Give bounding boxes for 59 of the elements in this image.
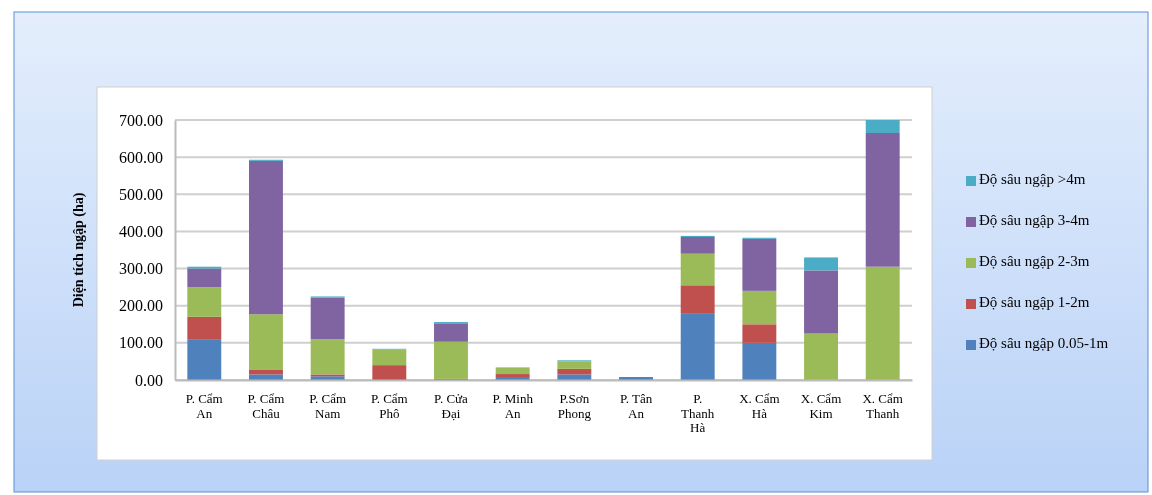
y-tick-label: 400.00 [119, 223, 163, 241]
bar [680, 253, 715, 286]
legend-label: Độ sâu ngập 3-4m [979, 212, 1090, 228]
x-tick-label: P. Minh An [492, 391, 534, 421]
legend-label: Độ sâu ngập >4m [979, 171, 1086, 187]
bar [495, 367, 530, 375]
bar [310, 297, 345, 340]
bar [434, 341, 468, 379]
bar [742, 342, 777, 380]
bar [372, 365, 407, 380]
bar [187, 339, 222, 380]
bar [742, 238, 777, 291]
x-tick-label: P.Sơn Phong [557, 391, 592, 421]
bar [619, 377, 653, 380]
bar [865, 120, 900, 133]
x-tick-label: X. Cẩm Thanh [862, 391, 903, 421]
y-tick-label: 100.00 [119, 334, 163, 352]
legend-label: Độ sâu ngập 2-3m [979, 253, 1090, 269]
bar [249, 160, 283, 315]
bar [310, 339, 345, 375]
y-tick-label: 200.00 [119, 297, 163, 315]
bar [742, 290, 777, 325]
x-tick-label: X. Cẩm Kim [800, 391, 842, 421]
bar [434, 323, 468, 342]
x-tick-label: P. Cẩm Nam [309, 391, 347, 421]
x-tick-label: X. Cẩm Hà [739, 391, 780, 421]
legend-label: Độ sâu ngập 1-2m [979, 294, 1090, 310]
y-tick-label: 0.00 [135, 371, 163, 389]
bar [372, 349, 407, 366]
x-tick-label: P. Cẩm An [185, 391, 223, 421]
bar [680, 285, 715, 314]
x-tick-label: P. Cẩm Châu [247, 391, 285, 421]
bar [557, 368, 592, 375]
x-tick-label: P. Tân An [619, 391, 653, 421]
bar [187, 268, 222, 288]
bar [742, 324, 777, 343]
bar [249, 369, 283, 375]
bar [804, 270, 838, 334]
y-tick-label: 500.00 [119, 185, 163, 203]
bar [865, 133, 900, 267]
bar [557, 374, 592, 380]
bar [187, 316, 222, 340]
y-tick-label: 700.00 [119, 111, 163, 129]
y-axis-title: Diện tích ngập (ha) [71, 192, 87, 308]
bar [249, 314, 283, 370]
bar [865, 266, 900, 380]
bar [680, 313, 715, 380]
bar [804, 333, 838, 380]
x-tick-label: P. Thanh Hà [681, 391, 715, 435]
y-tick-label: 600.00 [119, 148, 163, 166]
bar [680, 237, 715, 254]
legend-label: Độ sâu ngập 0.05-1m [979, 335, 1109, 351]
bar [804, 257, 838, 271]
y-tick-label: 300.00 [119, 260, 163, 278]
x-tick-label: P. Cẩm Phô [370, 391, 408, 421]
bar [557, 361, 592, 369]
x-tick-label: P. Cửa Đại [434, 391, 469, 421]
bar [249, 374, 283, 380]
bar [187, 287, 222, 317]
